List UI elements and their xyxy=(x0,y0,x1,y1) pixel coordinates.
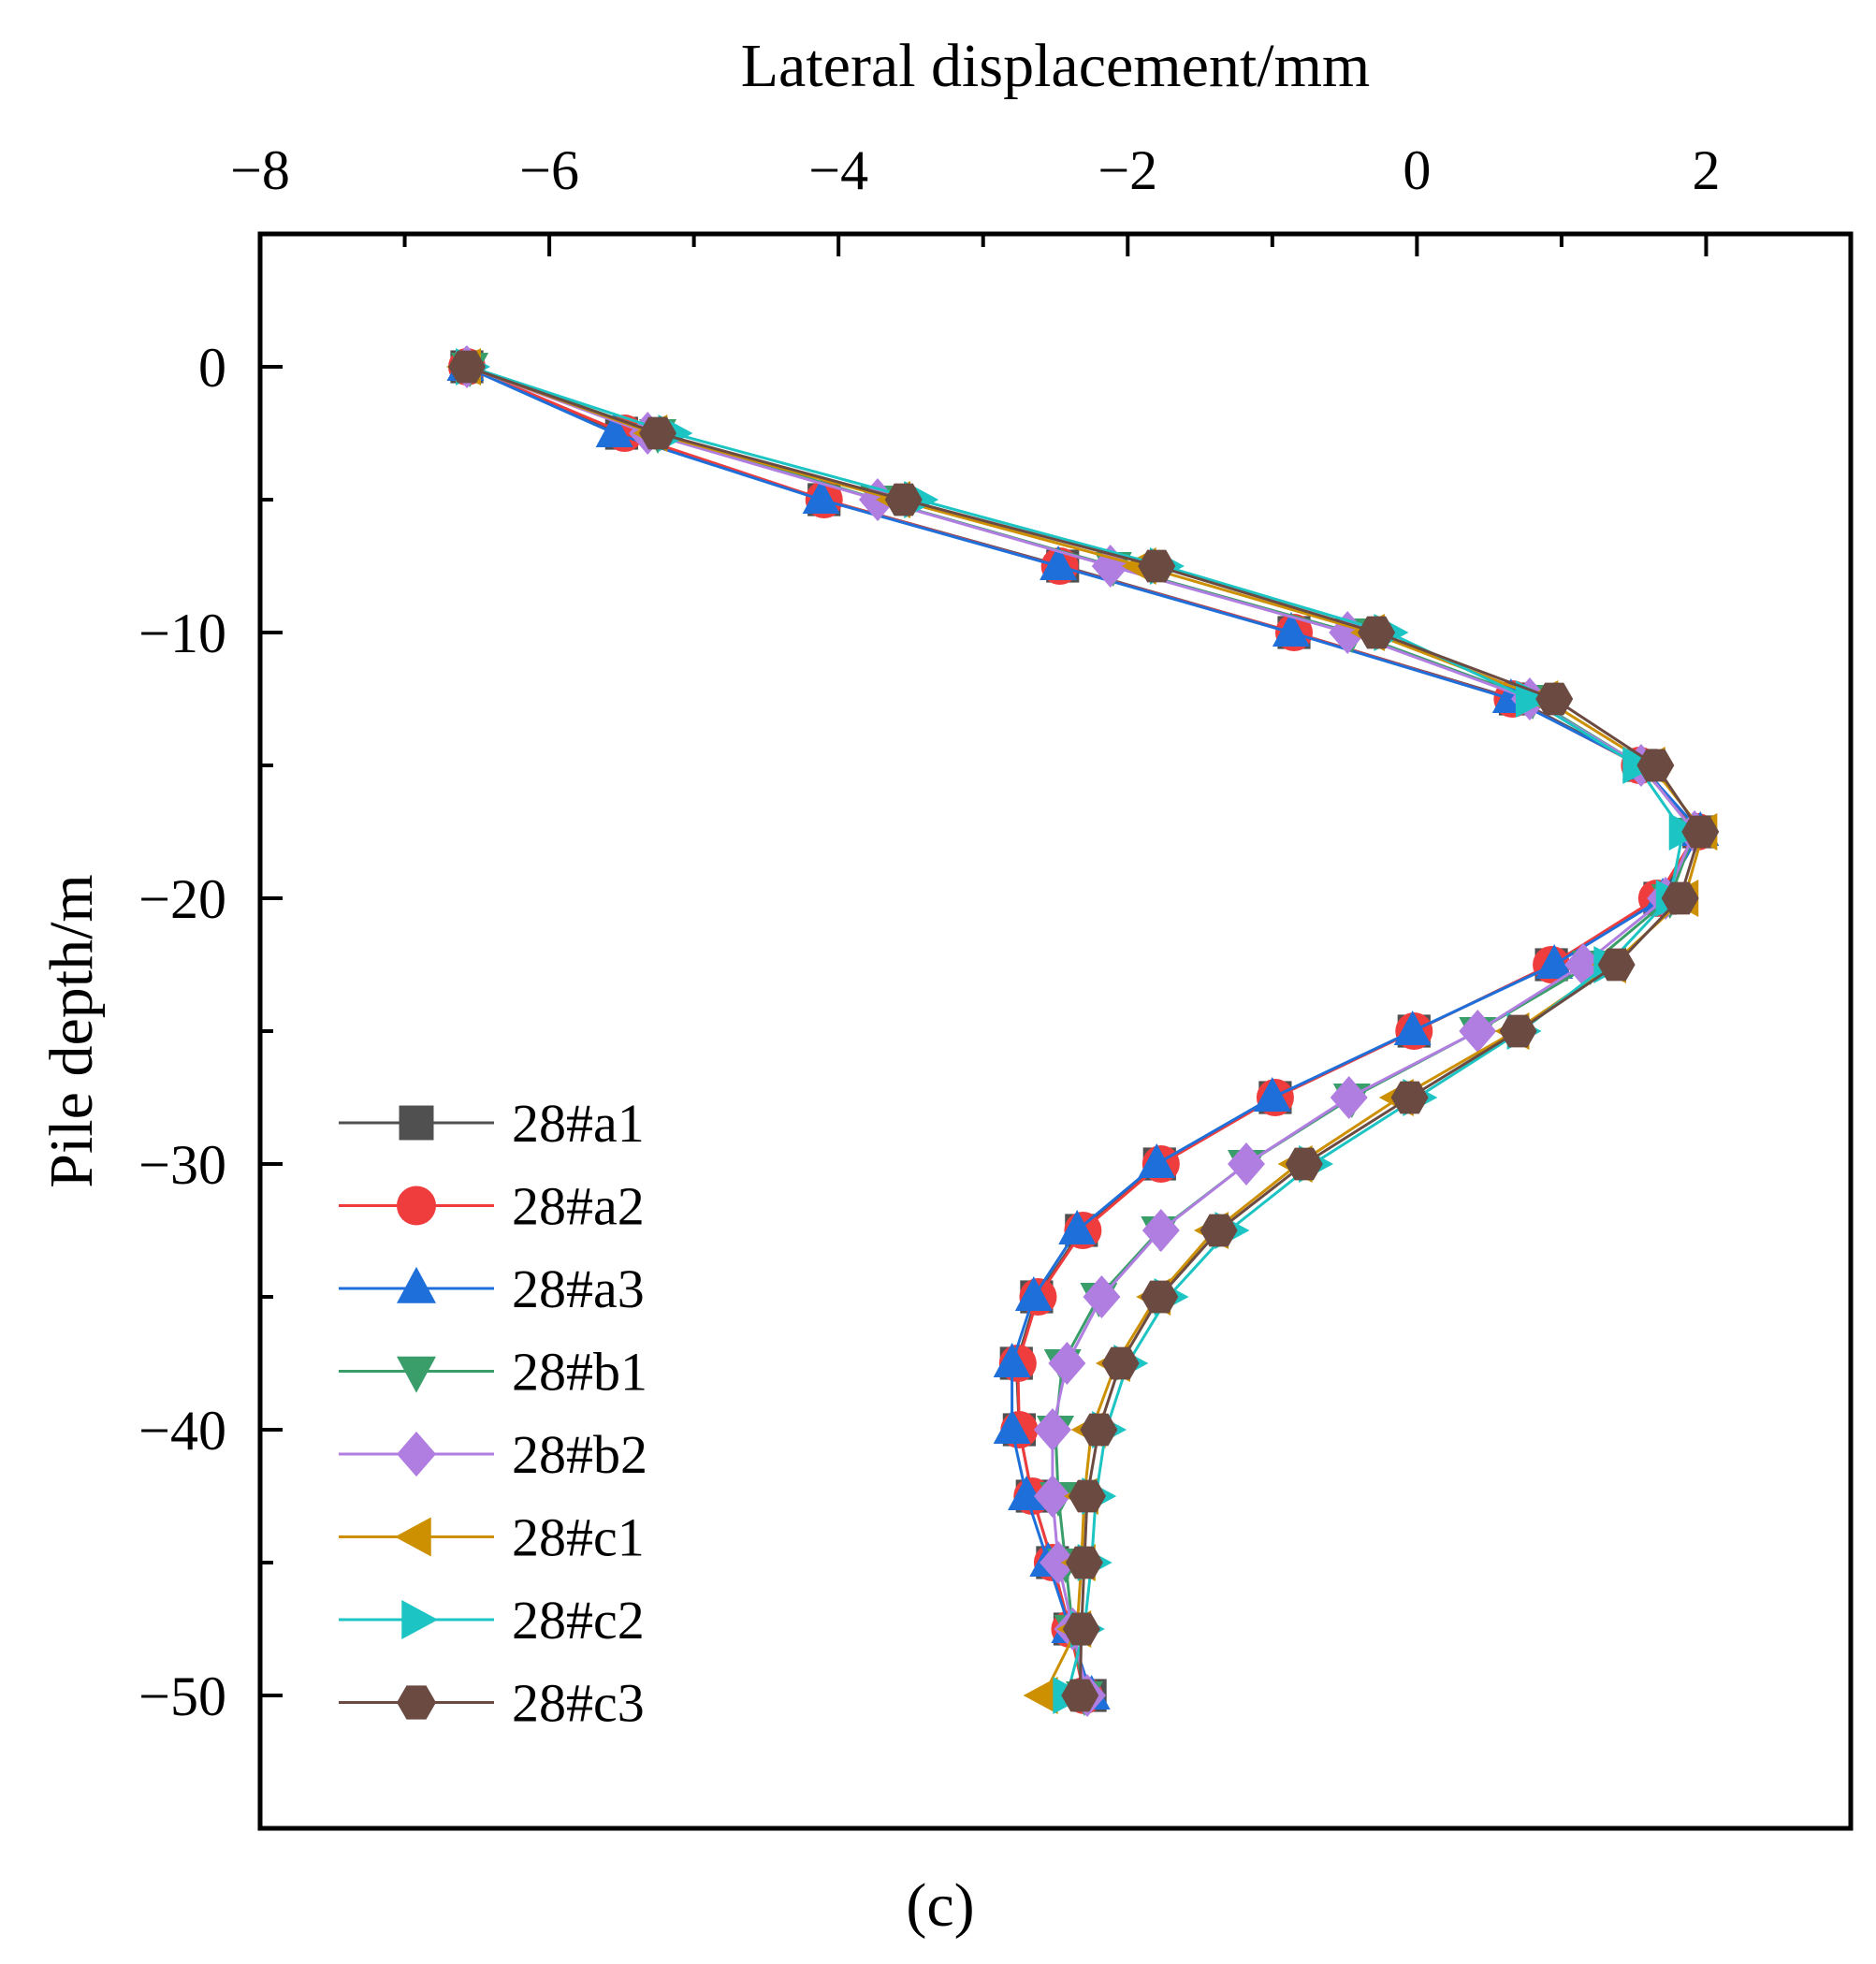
y-axis-title: Pile depth/m xyxy=(37,874,106,1187)
x-tick-label: 2 xyxy=(1692,139,1720,201)
data-point-28-c3 xyxy=(1062,1612,1100,1646)
data-point-28-c3 xyxy=(1101,1346,1140,1380)
legend-item-28-a2: 28#a2 xyxy=(339,1176,645,1237)
data-point-28-a3 xyxy=(1253,1077,1291,1112)
legend-label: 28#a2 xyxy=(512,1176,645,1237)
data-point-28-c3 xyxy=(1061,1679,1099,1712)
legend-item-28-b2: 28#b2 xyxy=(339,1424,647,1485)
legend-marker xyxy=(399,1105,434,1141)
legend-label: 28#c2 xyxy=(512,1590,645,1651)
legend-label: 28#a3 xyxy=(512,1258,645,1319)
data-point-28-c3 xyxy=(884,483,923,516)
legend-item-28-c1: 28#c1 xyxy=(339,1507,645,1568)
data-point-28-c3 xyxy=(1661,881,1699,915)
data-point-28-c3 xyxy=(1597,948,1636,982)
data-point-28-a3 xyxy=(1272,612,1310,647)
legend-marker xyxy=(397,1431,436,1477)
legend-marker xyxy=(397,1356,436,1393)
legend-marker xyxy=(394,1517,431,1557)
data-point-28-a3 xyxy=(595,413,633,447)
data-point-28-c1 xyxy=(1023,1677,1058,1714)
data-point-28-a3 xyxy=(1393,1011,1432,1045)
legend-marker xyxy=(401,1600,439,1639)
data-point-28-c3 xyxy=(1636,749,1675,782)
y-tick-label: −20 xyxy=(138,868,226,930)
data-point-28-c3 xyxy=(1535,682,1574,716)
legend-label: 28#c1 xyxy=(512,1507,645,1568)
data-point-28-c3 xyxy=(1200,1214,1238,1247)
x-tick-label: −6 xyxy=(519,139,579,201)
data-point-28-b2 xyxy=(1083,1275,1121,1318)
data-point-28-c3 xyxy=(1390,1081,1429,1114)
data-point-28-c3 xyxy=(639,416,676,450)
data-point-28-c3 xyxy=(1499,1014,1537,1048)
y-tick-label: −10 xyxy=(138,603,226,664)
legend-marker xyxy=(397,1186,436,1226)
data-point-28-a3 xyxy=(1058,1210,1097,1244)
panel-label: (c) xyxy=(906,1871,974,1940)
x-axis-title: Lateral displacement/mm xyxy=(741,32,1371,100)
data-point-28-c3 xyxy=(1080,1413,1118,1447)
data-point-28-c3 xyxy=(1358,616,1396,649)
plot-frame xyxy=(257,231,1854,1831)
x-tick-label: −2 xyxy=(1098,139,1157,201)
data-point-28-c3 xyxy=(448,350,486,384)
x-tick-label: −8 xyxy=(230,139,290,201)
y-tick-label: 0 xyxy=(198,337,226,399)
legend-item-28-a3: 28#a3 xyxy=(339,1258,645,1319)
series-layer xyxy=(446,345,1720,1717)
data-point-28-a3 xyxy=(1138,1143,1176,1178)
x-tick-label: −4 xyxy=(808,139,868,201)
data-point-28-b2 xyxy=(1033,1408,1071,1451)
legend-label: 28#c3 xyxy=(512,1673,645,1734)
data-point-28-c3 xyxy=(1285,1147,1323,1181)
data-point-28-c3 xyxy=(1069,1479,1106,1513)
data-point-28-a3 xyxy=(993,1409,1031,1444)
data-point-28-a3 xyxy=(802,479,840,514)
legend-item-28-c3: 28#c3 xyxy=(339,1673,645,1734)
data-point-28-b2 xyxy=(1033,1475,1071,1518)
data-point-28-c3 xyxy=(1065,1546,1103,1579)
data-point-28-a3 xyxy=(1535,944,1574,979)
data-point-28-c3 xyxy=(1138,549,1176,583)
data-point-28-a3 xyxy=(1040,546,1078,580)
legend-item-28-b1: 28#b1 xyxy=(339,1342,647,1403)
tick-labels: −8 −6 −4 −2 0 20−10−20−30−40−50 xyxy=(138,139,1720,1727)
legend-item-28-a1: 28#a1 xyxy=(339,1093,645,1154)
legend: 28#a1 28#a2 28#a3 28#b1 28#b2 28#c1 28#c2 28#c3 xyxy=(339,1093,647,1734)
data-point-28-a3 xyxy=(993,1343,1031,1377)
data-point-28-a3 xyxy=(1008,1476,1046,1510)
series-28-c3 xyxy=(448,350,1720,1712)
data-point-28-b2 xyxy=(1459,1010,1497,1053)
legend-item-28-c2: 28#c2 xyxy=(339,1590,645,1651)
data-point-28-b2 xyxy=(1330,1076,1368,1119)
legend-marker xyxy=(397,1266,436,1303)
data-point-28-b2 xyxy=(1142,1209,1180,1252)
y-tick-label: −40 xyxy=(138,1400,226,1462)
legend-label: 28#b2 xyxy=(512,1424,647,1485)
legend-label: 28#a1 xyxy=(512,1093,645,1154)
data-point-28-c3 xyxy=(1141,1280,1179,1314)
data-point-28-a3 xyxy=(1014,1276,1053,1311)
legend-label: 28#b1 xyxy=(512,1342,647,1403)
data-point-28-b2 xyxy=(1048,1342,1086,1385)
y-tick-label: −30 xyxy=(138,1134,226,1196)
data-point-28-c3 xyxy=(1681,815,1720,849)
data-point-28-b2 xyxy=(1040,1541,1078,1584)
y-tick-label: −50 xyxy=(138,1666,226,1727)
data-point-28-c2 xyxy=(1515,680,1550,718)
x-tick-label: 0 xyxy=(1403,139,1431,201)
data-point-28-b2 xyxy=(1228,1142,1265,1186)
legend-marker xyxy=(397,1685,436,1720)
